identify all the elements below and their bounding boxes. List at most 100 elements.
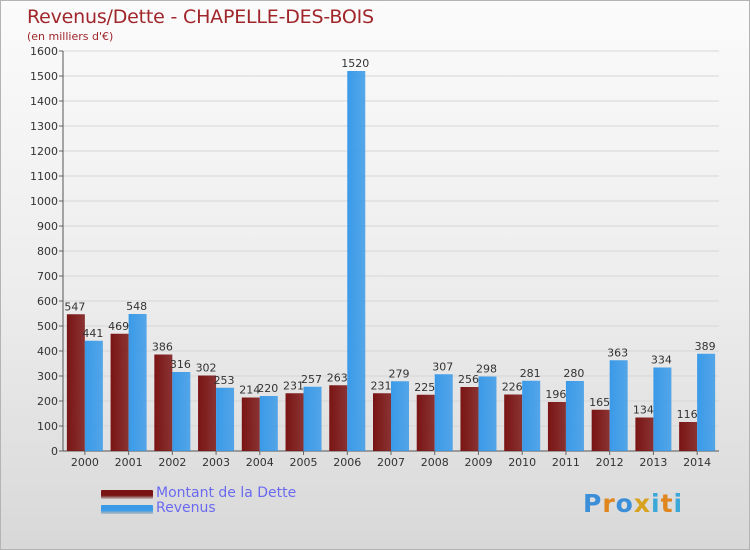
bar-revenus [478,376,497,451]
bar-dette [460,387,479,451]
data-label-revenus: 1520 [341,57,369,70]
y-tick-label: 900 [37,220,58,233]
data-label-dette: 214 [239,384,260,397]
bar-dette [591,409,610,451]
bar-revenus [84,340,103,451]
bar-revenus [172,372,191,451]
logo-letter: x [633,489,651,518]
y-tick-label: 1500 [30,70,58,83]
x-tick-label: 2011 [552,456,580,469]
bar-dette [110,333,129,451]
data-label-dette: 256 [458,373,479,386]
bar-revenus [434,374,453,451]
x-tick-label: 2007 [377,456,405,469]
x-tick-label: 2001 [115,456,143,469]
y-tick-label: 0 [51,445,58,458]
data-label-dette: 469 [108,320,129,333]
legend-swatch-revenus [101,505,153,514]
data-label-dette: 231 [283,379,304,392]
bar-dette [66,314,85,451]
y-tick-label: 1300 [30,120,58,133]
bar-dette [504,394,523,451]
y-tick-label: 1000 [30,195,58,208]
bar-dette [416,394,435,451]
y-tick-label: 100 [37,420,58,433]
y-tick-label: 500 [37,320,58,333]
bar-revenus [653,367,672,451]
bar-revenus [128,314,147,451]
x-tick-label: 2012 [596,456,624,469]
y-tick-label: 1200 [30,145,58,158]
bar-revenus [565,381,584,451]
data-label-revenus: 257 [301,373,322,386]
chart-subtitle: (en milliers d'€) [27,30,114,43]
data-label-dette: 302 [196,362,217,375]
logo-letter: i [673,489,684,518]
y-tick-label: 1400 [30,95,58,108]
data-label-revenus: 281 [520,367,541,380]
bar-dette [241,397,260,451]
data-label-revenus: 389 [695,340,716,353]
data-label-revenus: 280 [563,367,584,380]
bar-dette [285,393,304,451]
y-tick-label: 700 [37,270,58,283]
bar-dette [679,422,698,451]
data-label-dette: 386 [152,341,173,354]
x-tick-label: 2014 [683,456,711,469]
y-tick-label: 200 [37,395,58,408]
data-label-revenus: 220 [257,382,278,395]
logo-letter: P [583,489,603,518]
data-label-dette: 196 [545,388,566,401]
bar-revenus [522,380,541,451]
bar-revenus [303,386,322,451]
x-tick-label: 2009 [464,456,492,469]
data-label-dette: 263 [327,371,348,384]
data-label-revenus: 298 [476,363,497,376]
logo-letter: i [651,489,661,518]
data-label-revenus: 307 [432,360,453,373]
data-label-dette: 134 [633,404,654,417]
y-tick-label: 300 [37,370,58,383]
bar-revenus [347,71,366,451]
legend-swatch-dette [101,490,153,499]
bar-dette [198,375,217,451]
data-label-dette: 231 [371,379,392,392]
x-tick-label: 2013 [639,456,667,469]
x-tick-label: 2010 [508,456,536,469]
data-label-dette: 226 [502,381,523,394]
data-label-dette: 165 [589,396,610,409]
x-tick-label: 2004 [246,456,274,469]
data-label-revenus: 279 [389,367,410,380]
data-label-revenus: 253 [214,374,235,387]
legend-label-revenus: Revenus [156,500,216,516]
data-label-revenus: 441 [82,327,103,340]
x-tick-label: 2002 [158,456,186,469]
bar-revenus [259,396,278,451]
x-tick-label: 2006 [333,456,361,469]
data-label-revenus: 548 [126,300,147,313]
bar-revenus [216,387,235,451]
bar-dette [154,354,173,451]
x-tick-label: 2005 [290,456,318,469]
logo-letter: o [615,489,634,518]
bar-dette [373,393,391,451]
bar-dette [635,417,654,451]
logo-letter: r [602,489,616,518]
y-tick-label: 600 [37,295,58,308]
y-tick-label: 1600 [30,45,58,58]
data-label-dette: 547 [64,300,85,313]
y-tick-label: 400 [37,345,58,358]
y-tick-label: 1100 [30,170,58,183]
bar-revenus [609,360,628,451]
proxiti-logo: Proxiti [583,489,683,518]
data-label-revenus: 316 [170,358,191,371]
data-label-revenus: 334 [651,354,672,367]
x-tick-label: 2008 [421,456,449,469]
chart-title: Revenus/Dette - CHAPELLE-DES-BOIS [27,6,374,28]
data-label-dette: 225 [414,381,435,394]
data-label-revenus: 363 [607,346,628,359]
bar-dette [329,385,348,451]
logo-letter: t [660,489,674,518]
